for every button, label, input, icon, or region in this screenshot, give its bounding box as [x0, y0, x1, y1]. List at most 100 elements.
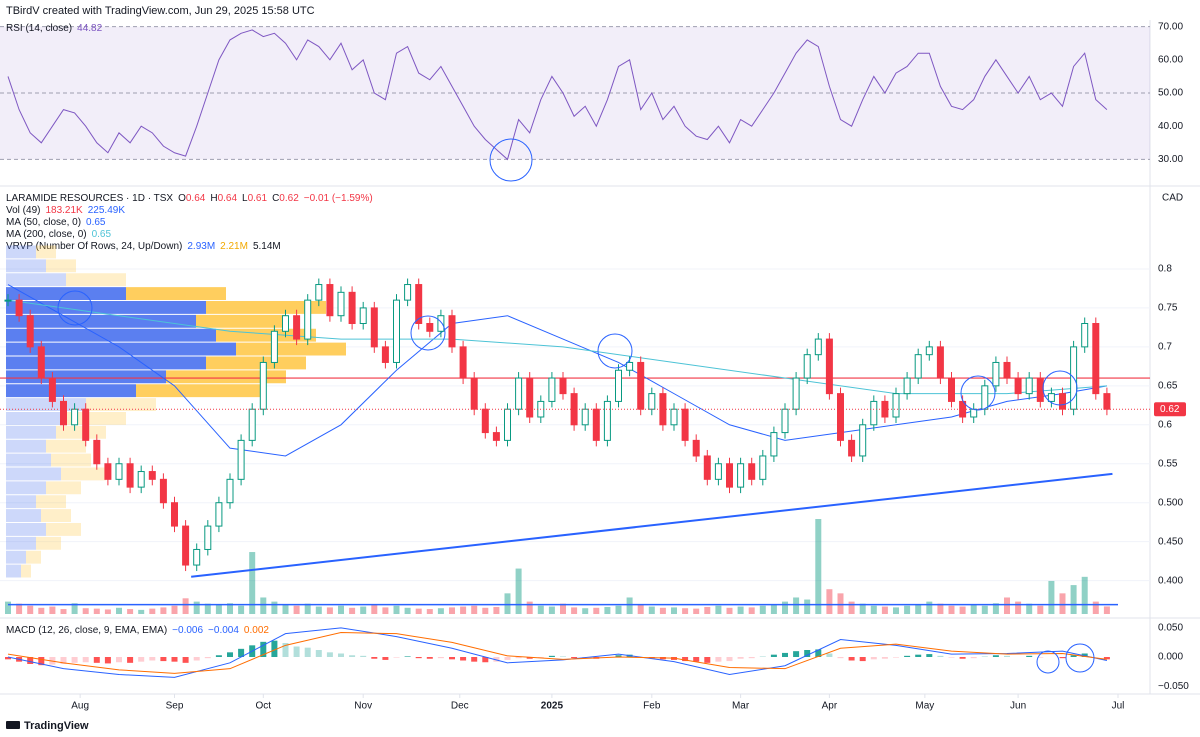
candle-body [703, 455, 711, 480]
volume-bar [238, 605, 245, 614]
candle-body [1081, 323, 1089, 348]
circle [1036, 650, 1060, 674]
macd-histogram [804, 650, 811, 657]
volume-bar [737, 606, 744, 614]
indicator-value: 183.21K [45, 205, 83, 216]
last-price-label: 0.62 [1160, 404, 1180, 415]
volume-bar [582, 608, 589, 614]
macd-histogram [759, 656, 766, 657]
vrvp-down [126, 287, 226, 300]
candle-body [159, 478, 167, 504]
rsi-tick-label: 60.00 [1158, 54, 1183, 65]
volume-bar [293, 605, 300, 614]
candle-body [15, 299, 23, 317]
macd-histogram [793, 651, 800, 657]
candle-body [959, 400, 967, 418]
vrvp-up [6, 425, 56, 439]
candle-body [393, 299, 400, 363]
macd-histogram [471, 657, 478, 662]
brand: TradingView [6, 720, 89, 732]
x-tick-label: Apr [822, 701, 838, 712]
candle-body [1092, 323, 1100, 395]
vrvp-up [6, 481, 46, 495]
annotation-circles [57, 138, 1095, 674]
vrvp-down [136, 384, 266, 398]
candle-body [925, 346, 933, 356]
volume-bar [1015, 601, 1022, 614]
x-tick-label: 2025 [541, 701, 564, 712]
volume-bar [926, 601, 933, 614]
candle-body [504, 408, 511, 441]
vrvp-down [46, 481, 81, 495]
volume-bar [1092, 601, 1099, 614]
volume-bar [460, 606, 467, 614]
vrvp-down [61, 467, 106, 481]
macd-histogram [693, 657, 700, 662]
change: −0.01 (−1.59%) [304, 193, 373, 204]
volume-bar [759, 605, 766, 614]
vrvp-down [46, 523, 81, 536]
ohlc-value: 0.64 [186, 193, 206, 204]
rsi-legend: RSI (14, close) 44.82 [6, 23, 103, 34]
candle-body [526, 377, 534, 418]
macd-histogram [737, 657, 744, 659]
volume-bar [382, 607, 389, 614]
macd-histogram [238, 648, 245, 657]
indicator-legend: MA (200, close, 0) 0.65 [6, 229, 111, 240]
macd-histogram [415, 657, 422, 659]
vrvp-up [6, 245, 36, 259]
candle-body [814, 338, 822, 356]
candle-body [559, 377, 567, 395]
candle-body [459, 346, 467, 379]
macd-histogram [149, 657, 156, 661]
candle-body [803, 354, 811, 379]
macd-histogram [560, 656, 566, 657]
volume-bar [449, 607, 455, 614]
candle-body [903, 377, 911, 395]
candle-body [859, 424, 867, 457]
volume-bar [116, 607, 122, 614]
signal-line [7, 631, 1107, 674]
macd-histogram [770, 654, 777, 657]
candle-body [1003, 361, 1011, 379]
y-tick-label: 0.8 [1158, 264, 1172, 275]
volume-bar [815, 519, 822, 614]
macd-value: −0.006 [172, 625, 203, 636]
volume-bar [1037, 605, 1044, 614]
trendline [191, 472, 1113, 578]
circle [1065, 643, 1095, 673]
vrvp-up [6, 328, 216, 342]
vrvp-down [51, 453, 91, 467]
macd-histogram [859, 657, 866, 662]
candle-body [726, 463, 733, 488]
macd-histogram [548, 655, 555, 657]
candle-body [748, 463, 756, 480]
macd-histogram [338, 653, 344, 657]
volume-bar [227, 603, 233, 614]
y-tick-label: 0.500 [1158, 497, 1183, 508]
macd-histogram [426, 657, 433, 659]
vrvp-down [66, 273, 126, 287]
vrvp-down [166, 370, 286, 384]
volume-bar [104, 609, 111, 614]
logo [6, 721, 20, 729]
macd-histogram [293, 646, 300, 657]
indicator-value: 2.93M [187, 241, 215, 252]
vrvp-up [6, 273, 66, 287]
volume-bar [626, 597, 633, 614]
candle-body [226, 478, 234, 504]
rsi-value: 44.82 [77, 23, 102, 34]
macd-histogram [371, 657, 378, 659]
y-tick-label: 0.7 [1158, 342, 1172, 353]
candle-body [892, 393, 900, 418]
macd-histogram [127, 657, 134, 663]
volume-bar [38, 607, 45, 614]
ma-200 [7, 299, 1107, 395]
candle-body [215, 502, 223, 527]
indicator-value: 225.49K [88, 205, 126, 216]
candle-body [914, 354, 922, 379]
volume-bar [437, 608, 444, 614]
macd-histogram [504, 657, 511, 660]
candle-body [781, 408, 789, 434]
volume-bar [193, 601, 200, 614]
